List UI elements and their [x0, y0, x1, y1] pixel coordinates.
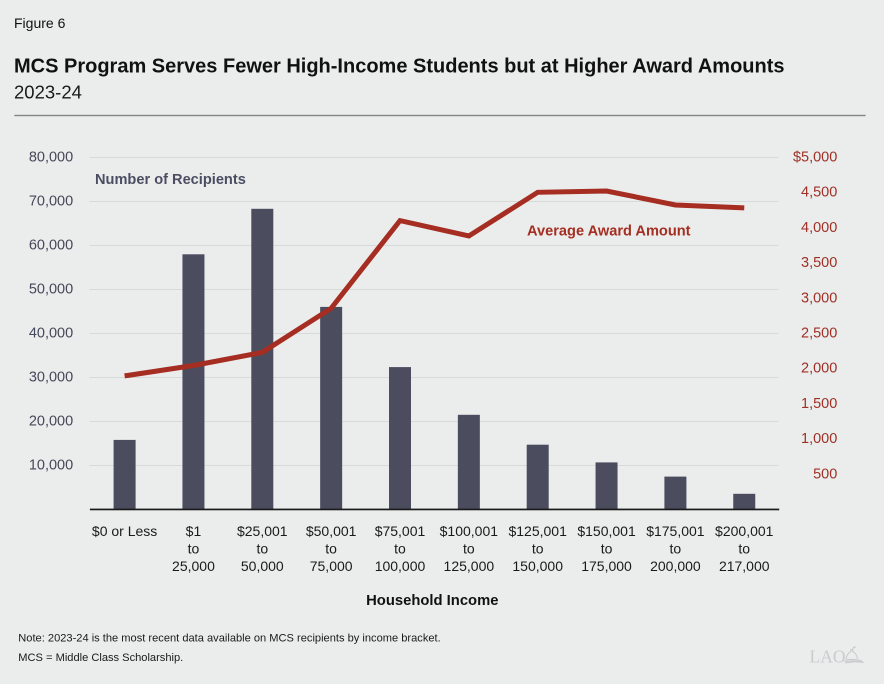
- svg-text:1,000: 1,000: [801, 431, 837, 447]
- svg-text:$1: $1: [186, 523, 202, 539]
- svg-text:$150,001: $150,001: [577, 523, 636, 539]
- svg-text:to: to: [188, 541, 200, 557]
- svg-text:Household Income: Household Income: [366, 593, 498, 609]
- svg-text:Note: 2023-24 is the most rece: Note: 2023-24 is the most recent data av…: [18, 632, 440, 644]
- svg-text:217,000: 217,000: [719, 558, 770, 574]
- svg-text:150,000: 150,000: [512, 558, 563, 574]
- svg-text:to: to: [463, 541, 475, 557]
- svg-text:$125,001: $125,001: [508, 523, 567, 539]
- svg-text:100,000: 100,000: [375, 558, 426, 574]
- svg-text:$75,001: $75,001: [375, 523, 426, 539]
- svg-text:to: to: [670, 541, 682, 557]
- svg-text:Number of Recipients: Number of Recipients: [95, 172, 246, 188]
- svg-text:$0 or Less: $0 or Less: [92, 523, 157, 539]
- svg-text:LAO: LAO: [810, 647, 846, 667]
- svg-text:2,500: 2,500: [801, 326, 837, 342]
- svg-text:3,500: 3,500: [801, 255, 837, 271]
- svg-text:3,000: 3,000: [801, 290, 837, 306]
- svg-text:30,000: 30,000: [29, 370, 73, 386]
- svg-text:10,000: 10,000: [29, 458, 73, 474]
- svg-text:70,000: 70,000: [29, 194, 73, 210]
- svg-text:MCS Program Serves Fewer High-: MCS Program Serves Fewer High-Income Stu…: [14, 56, 785, 78]
- svg-text:$175,001: $175,001: [646, 523, 705, 539]
- svg-text:125,000: 125,000: [444, 558, 495, 574]
- svg-text:to: to: [601, 541, 613, 557]
- svg-text:1,500: 1,500: [801, 396, 837, 412]
- svg-text:75,000: 75,000: [310, 558, 353, 574]
- svg-text:175,000: 175,000: [581, 558, 632, 574]
- svg-text:$100,001: $100,001: [440, 523, 499, 539]
- svg-text:Average Award Amount: Average Award Amount: [527, 224, 691, 240]
- svg-text:50,000: 50,000: [29, 282, 73, 298]
- svg-text:$25,001: $25,001: [237, 523, 288, 539]
- svg-text:to: to: [532, 541, 544, 557]
- svg-text:to: to: [738, 541, 750, 557]
- svg-text:50,000: 50,000: [241, 558, 284, 574]
- svg-text:4,000: 4,000: [801, 220, 837, 236]
- svg-text:25,000: 25,000: [172, 558, 215, 574]
- svg-text:$200,001: $200,001: [715, 523, 774, 539]
- svg-text:to: to: [394, 541, 406, 557]
- svg-text:$5,000: $5,000: [793, 150, 837, 166]
- svg-text:2023-24: 2023-24: [14, 82, 82, 103]
- svg-text:200,000: 200,000: [650, 558, 701, 574]
- svg-text:4,500: 4,500: [801, 185, 837, 201]
- svg-text:40,000: 40,000: [29, 326, 73, 342]
- svg-text:500: 500: [813, 466, 837, 482]
- svg-text:MCS = Middle Class Scholarship: MCS = Middle Class Scholarship.: [18, 652, 183, 664]
- svg-text:60,000: 60,000: [29, 238, 73, 254]
- svg-text:to: to: [325, 541, 337, 557]
- svg-text:80,000: 80,000: [29, 150, 73, 166]
- svg-text:20,000: 20,000: [29, 414, 73, 430]
- svg-text:to: to: [256, 541, 268, 557]
- svg-text:$50,001: $50,001: [306, 523, 357, 539]
- svg-text:Figure 6: Figure 6: [14, 15, 66, 31]
- svg-text:2,000: 2,000: [801, 361, 837, 377]
